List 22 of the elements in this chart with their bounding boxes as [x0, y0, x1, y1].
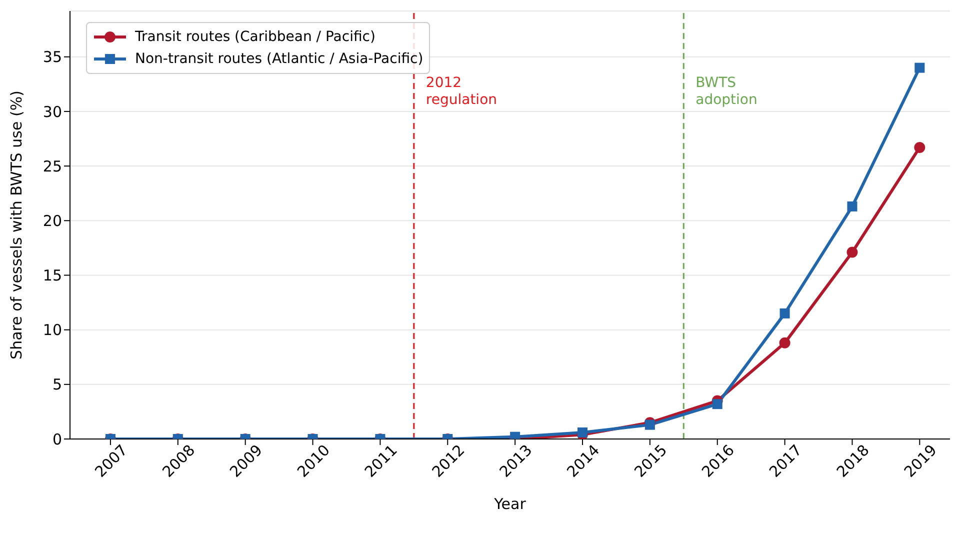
y-axis-title: Share of vessels with BWTS use (%): [7, 90, 26, 360]
y-tick-label: 20: [42, 212, 62, 230]
point: [712, 399, 722, 410]
x-axis-title: Year: [493, 495, 527, 513]
y-tick-label: 30: [42, 102, 62, 121]
y-tick-label: 25: [42, 157, 62, 176]
point: [914, 142, 926, 153]
y-tick-label: 0: [52, 430, 62, 448]
point: [779, 337, 790, 348]
legend-label: Transit routes (Caribbean / Pacific): [135, 29, 376, 45]
y-tick-label: 5: [52, 376, 62, 394]
legend-label: Non-transit routes (Atlantic / Asia-Pacific): [135, 51, 424, 67]
y-tick-label: 10: [42, 321, 62, 340]
ref-line-label: BWTS adoption: [696, 75, 758, 108]
point: [846, 246, 858, 258]
y-tick-label: 35: [42, 48, 62, 66]
point: [847, 201, 858, 212]
point: [644, 420, 655, 430]
ref-line-label: 2012 regulation: [426, 75, 498, 108]
y-tick-label: 15: [42, 266, 62, 285]
point: [914, 62, 925, 73]
point: [780, 308, 790, 318]
